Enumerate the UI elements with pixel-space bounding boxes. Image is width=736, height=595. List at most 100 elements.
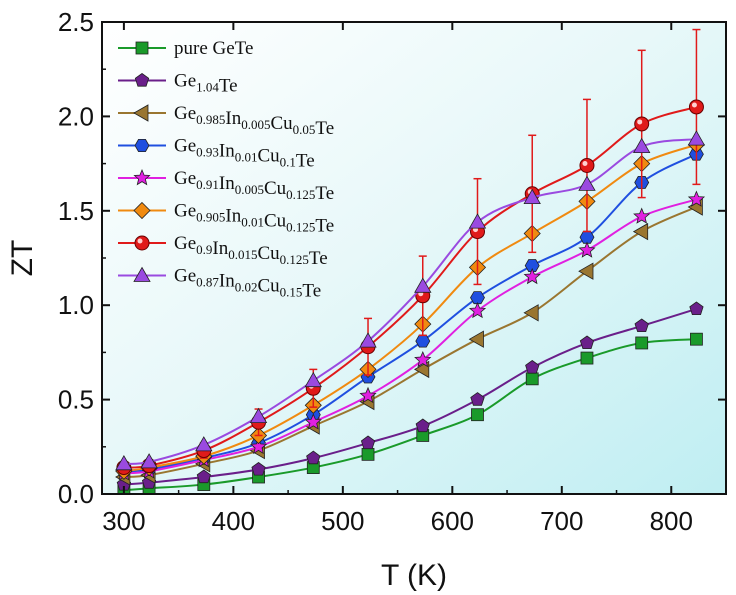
legend-label-part: Te [315,216,334,237]
data-point [580,351,594,365]
legend-marker [133,104,149,122]
legend-marker [133,201,151,220]
data-point [634,318,649,333]
data-point [196,469,211,484]
legend-label-subscript: 0.02 [235,280,258,295]
data-point [632,222,649,241]
legend-label-subscript: 0.125 [286,187,315,202]
legend-marker-body [134,235,150,251]
legend-label-part: In [225,206,241,227]
legend-label-part: In [212,238,228,259]
series-7 [115,130,706,471]
x-tick-label: 600 [431,506,474,536]
data-point [414,277,432,293]
data-point [414,350,432,368]
data-point [470,291,485,305]
data-point-body [579,157,595,173]
y-tick-label: 1.0 [58,290,94,320]
y-tick-label: 2.5 [58,7,94,37]
data-point [251,462,266,476]
data-point [688,99,704,115]
legend-marker [134,138,150,153]
legend-label-part: Te [296,151,315,172]
data-point [471,408,484,422]
data-point [689,301,704,316]
legend-label-subscript: 0.125 [280,252,309,267]
legend-label-subscript: 0.05 [293,122,316,137]
legend-item: Ge1.04Te [118,71,238,97]
data-point [525,372,539,386]
x-tick-label: 700 [540,506,583,536]
legend-label-part: Te [309,248,328,269]
y-tick-label: 0.0 [58,479,94,509]
data-point [304,413,322,430]
data-point [468,301,487,319]
legend-label-part: Cu [257,146,280,167]
legend-label-part: Ge [174,71,196,92]
legend-marker [133,266,151,282]
legend-label-part: In [219,271,235,292]
x-axis-label: T (K) [381,559,447,592]
data-point [415,334,431,348]
data-point [195,436,213,452]
data-point [470,392,485,406]
legend-label: Ge0.905In0.01Cu0.125Te [174,201,334,237]
data-point-body [688,99,704,115]
data-point [361,447,375,461]
x-tick-label: 400 [212,506,255,536]
y-tick-label: 0.5 [58,385,94,415]
legend-label-part: pure GeTe [174,38,253,59]
data-point [249,437,268,455]
data-point [468,213,487,229]
data-point [525,360,540,374]
legend-label-part: Cu [264,211,287,232]
data-point [578,241,596,258]
legend-label-part: Te [315,183,334,204]
series-4 [115,190,706,481]
legend-marker [135,41,149,55]
data-point [359,332,377,348]
legend-label-part: Ge [174,136,196,157]
legend-label: Ge0.985In0.005Cu0.05Te [174,103,334,139]
data-point [690,332,703,346]
legend-label: pure GeTe [174,38,253,59]
data-point [579,157,595,173]
series-1 [116,301,704,491]
legend-item: pure GeTe [118,38,253,59]
data-point [633,207,651,224]
legend-item: Ge0.985In0.005Cu0.05Te [118,103,334,139]
legend-label: Ge1.04Te [174,71,238,97]
data-point [524,259,540,273]
legend-label-part: Ge [174,103,196,124]
legend-label-subscript: 0.125 [286,220,315,235]
plot-area [102,22,726,494]
x-tick-label: 500 [321,506,364,536]
legend-label-part: Cu [270,113,293,134]
data-point [115,454,133,471]
legend-item: Ge0.87In0.02Cu0.15Te [118,266,321,302]
data-point [140,453,158,469]
data-point [306,450,321,465]
legend-item: Ge0.93In0.01Cu0.1Te [118,136,315,172]
legend-label-subscript: 0.01 [241,215,264,230]
data-point [468,330,484,348]
legend-label-part: Te [315,118,334,139]
data-point-highlight [582,160,588,166]
legend-label-subscript: 0.985 [196,112,225,127]
data-point [579,335,595,350]
data-point [687,190,706,207]
legend-label: Ge0.9In0.015Cu0.125Te [174,233,328,269]
data-point [633,137,651,154]
legend-label-subscript: 0.9 [196,242,212,257]
y-tick-label: 2.0 [58,101,94,131]
legend: pure GeTeGe1.04TeGe0.985In0.005Cu0.05TeG… [118,38,334,302]
legend-label-part: In [225,108,241,129]
data-point [634,116,650,132]
data-point-highlight [637,119,643,125]
data-point [523,267,541,285]
legend-label-subscript: 0.01 [235,150,258,165]
legend-marker [133,168,151,186]
data-point [360,435,376,450]
y-tick-label: 1.5 [58,196,94,226]
